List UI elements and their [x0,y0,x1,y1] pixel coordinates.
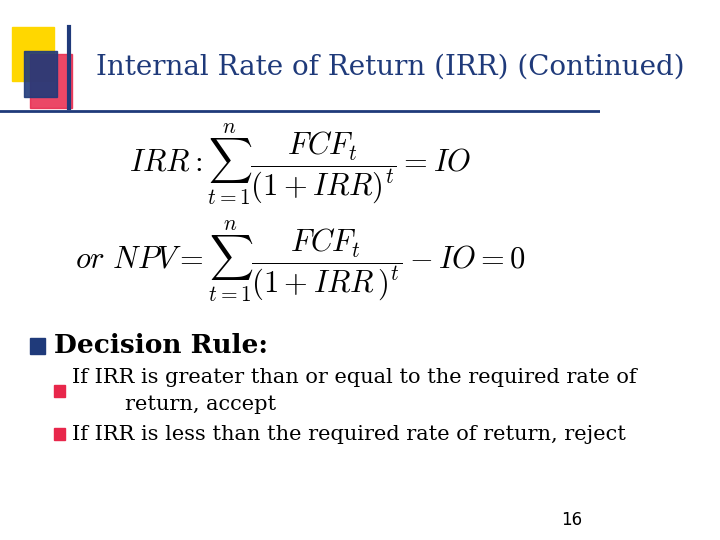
Bar [54,428,65,440]
Text: Decision Rule:: Decision Rule: [54,333,268,358]
Text: If IRR is greater than or equal to the required rate of
        return, accept: If IRR is greater than or equal to the r… [72,368,636,414]
Text: 16: 16 [561,511,582,529]
Text: If IRR is less than the required rate of return, reject: If IRR is less than the required rate of… [72,424,626,444]
Text: $\it{or}\ \it{NPV}=\sum_{t=1}^{n}\dfrac{\it{FCF}_{t}}{(1+\it{IRR}\,)^{t}}-\it{IO: $\it{or}\ \it{NPV}=\sum_{t=1}^{n}\dfrac{… [75,219,526,305]
Text: Internal Rate of Return (IRR) (Continued): Internal Rate of Return (IRR) (Continued… [96,54,685,81]
Bar [30,338,45,354]
Bar [54,385,65,397]
Bar [30,54,72,108]
Bar [24,51,57,97]
Text: $\it{IRR}:\sum_{t=1}^{n}\dfrac{\it{FCF}_{t}}{(1+\it{IRR})^{t}}=\it{IO}$: $\it{IRR}:\sum_{t=1}^{n}\dfrac{\it{FCF}_… [129,122,471,207]
Bar [12,27,54,81]
